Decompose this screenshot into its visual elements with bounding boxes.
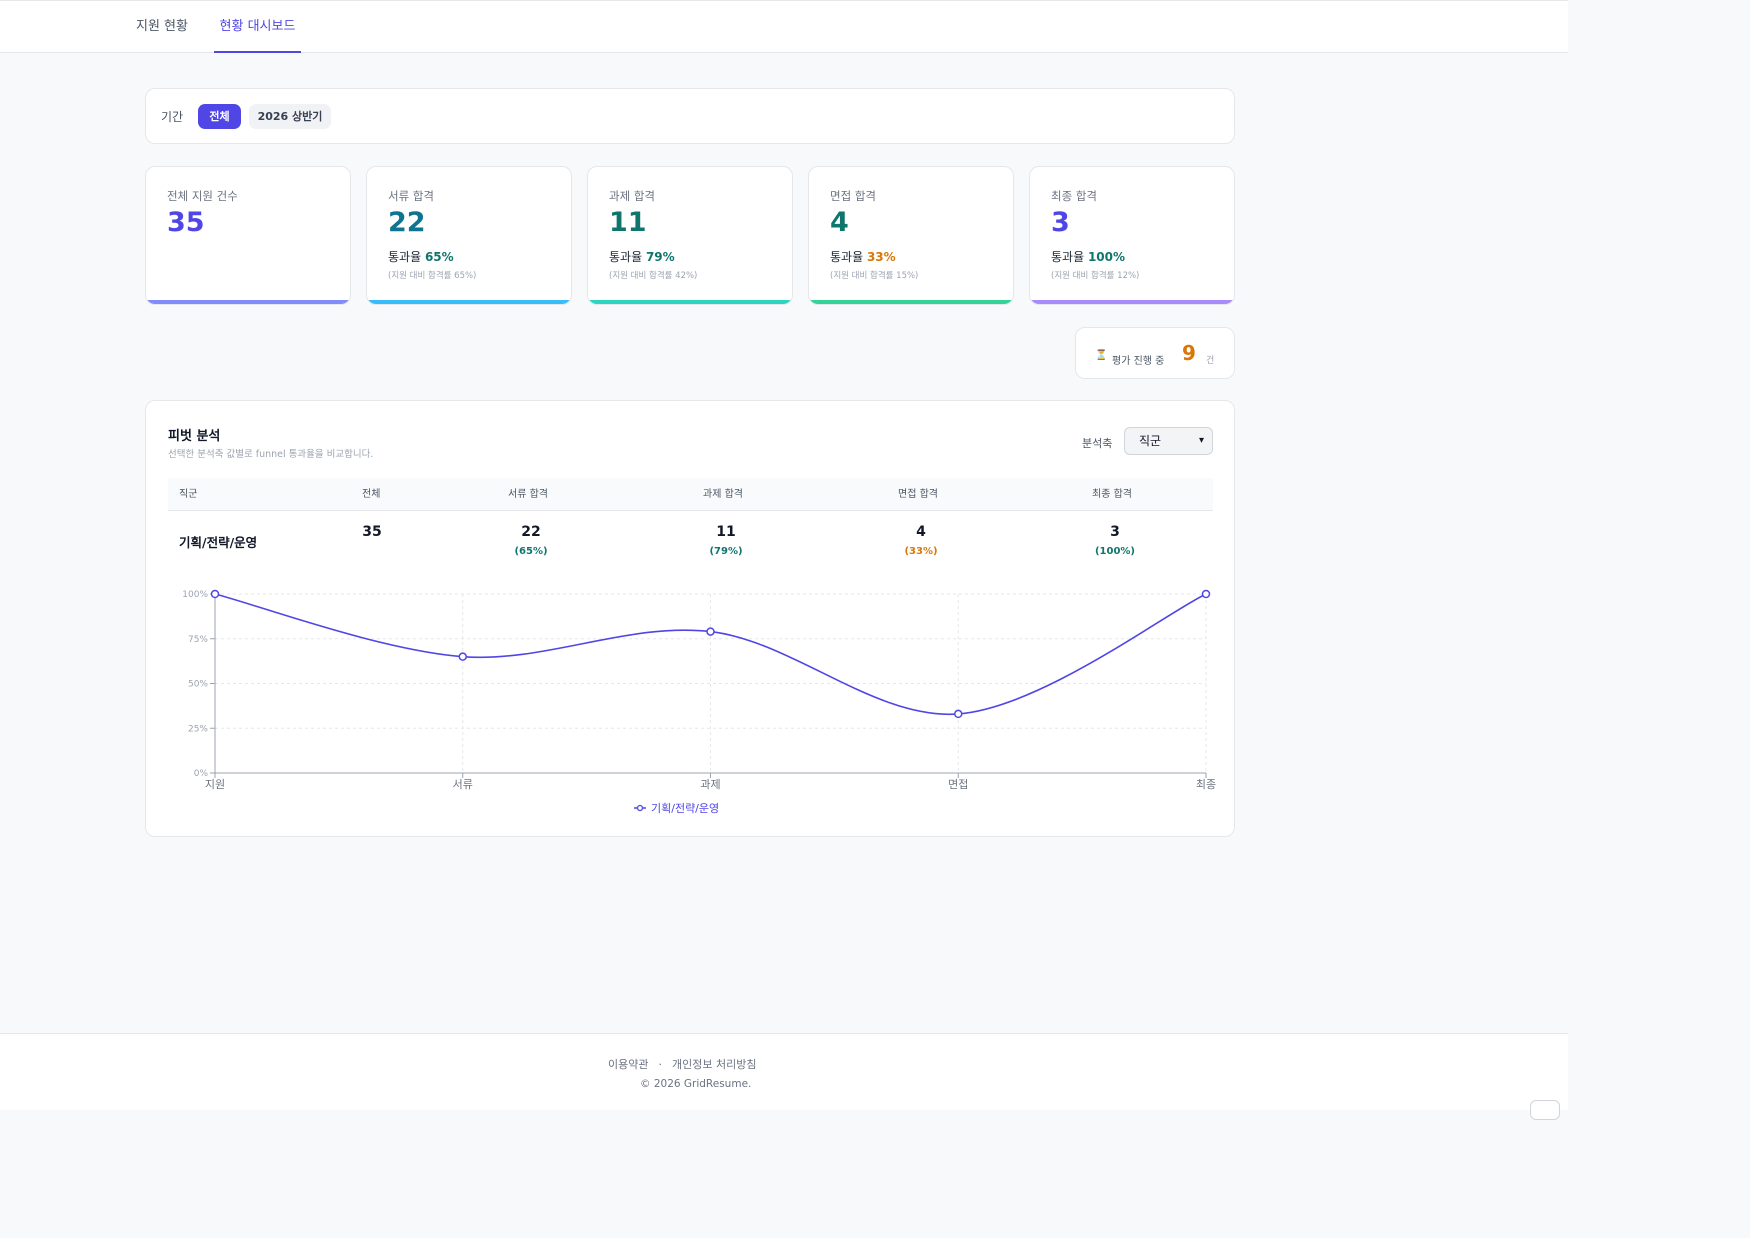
pivot-table-header: 직군 전체 서류 합격 과제 합격 면접 합격 최종 합격 [168, 478, 1213, 511]
analysis-axis-select[interactable]: 직군 ▾ [1124, 427, 1213, 455]
stat-accent-bar [367, 300, 571, 304]
stat-card-assignment: 과제 합격 11 통과율 79% (지원 대비 합격률 42%) [587, 166, 793, 305]
footer-links: 이용약관 · 개인정보 처리방침 [608, 1056, 756, 1072]
x-tick-label: 면접 [948, 778, 968, 791]
stat-pass-rate: 통과율 100% [1051, 248, 1125, 265]
footer: 이용약관 · 개인정보 처리방침 © 2026 GridResume. [0, 1033, 1568, 1110]
stat-accent-bar [588, 300, 792, 304]
stat-label: 최종 합격 [1051, 189, 1097, 203]
period-label: 기간 [161, 110, 184, 124]
hourglass-icon: ⏳ [1095, 350, 1108, 361]
analysis-axis-label: 분석축 [1082, 437, 1113, 450]
stat-note: (지원 대비 합격률 15%) [830, 271, 919, 281]
stat-label: 전체 지원 건수 [167, 189, 238, 203]
stat-note: (지원 대비 합격률 42%) [609, 271, 698, 281]
cell-final: 3 [1110, 524, 1120, 540]
y-tick-label: 0% [194, 769, 209, 779]
legend-label: 기획/전략/운영 [651, 802, 719, 815]
stat-accent-bar [1030, 300, 1234, 304]
stat-card-total: 전체 지원 건수 35 [145, 166, 351, 305]
pending-count: 9 [1182, 341, 1196, 365]
stat-value: 11 [609, 207, 647, 238]
data-point [1201, 589, 1211, 599]
pivot-subtitle: 선택한 분석축 값별로 funnel 통과율을 비교합니다. [168, 449, 374, 460]
stat-rate-label: 통과율 [830, 250, 864, 264]
pivot-title: 피벗 분석 [168, 429, 221, 444]
y-tick-label: 100% [182, 590, 208, 600]
cell-document-pct: (65%) [514, 546, 548, 557]
stat-pass-rate: 통과율 65% [388, 248, 454, 265]
cell-assignment: 11 [716, 524, 736, 540]
period-2026-h1-button[interactable]: 2026 상반기 [249, 104, 331, 129]
column-header-total: 전체 [362, 489, 381, 500]
tab-application-status[interactable]: 지원 현황 [136, 19, 188, 34]
x-tick-label: 최종 [1196, 778, 1216, 791]
footer-separator: · [658, 1058, 662, 1071]
column-header-assignment: 과제 합격 [703, 489, 743, 500]
stat-label: 면접 합격 [830, 189, 876, 203]
stat-value: 22 [388, 207, 426, 238]
privacy-policy-link[interactable]: 개인정보 처리방침 [671, 1058, 757, 1071]
stat-rate-value: 33% [866, 250, 896, 264]
stat-rate-value: 65% [424, 250, 454, 264]
pivot-analysis-panel: 피벗 분석 선택한 분석축 값별로 funnel 통과율을 비교합니다. 분석축… [145, 400, 1235, 837]
stat-rate-label: 통과율 [388, 250, 422, 264]
analysis-axis-value: 직군 [1139, 434, 1162, 448]
terms-link[interactable]: 이용약관 [608, 1058, 649, 1071]
cell-interview-pct: (33%) [904, 546, 938, 557]
stat-card-document: 서류 합격 22 통과율 65% (지원 대비 합격률 65%) [366, 166, 572, 305]
top-nav: 지원 현황 현황 대시보드 [0, 0, 1568, 53]
pending-label: 평가 진행 중 [1112, 356, 1165, 367]
data-point [458, 652, 467, 661]
column-header-final: 최종 합격 [1092, 489, 1132, 500]
tab-status-dashboard[interactable]: 현황 대시보드 [214, 1, 301, 53]
pending-evaluation-badge: ⏳ 평가 진행 중 9 건 [1075, 327, 1235, 379]
stat-note: (지원 대비 합격률 65%) [388, 271, 477, 281]
column-header-interview: 면접 합격 [898, 489, 938, 500]
scroll-top-button[interactable] [1530, 1100, 1560, 1120]
cell-document: 22 [521, 524, 541, 540]
y-tick-label: 50% [188, 680, 208, 690]
copyright: © 2026 GridResume. [640, 1078, 752, 1090]
x-tick-label: 서류 [453, 778, 473, 791]
y-tick-label: 25% [188, 724, 208, 734]
data-point [210, 589, 220, 599]
stat-rate-value: 79% [645, 250, 675, 264]
stat-rate-label: 통과율 [1051, 250, 1085, 264]
period-all-button[interactable]: 전체 [198, 104, 241, 129]
stat-pass-rate: 통과율 79% [609, 248, 675, 265]
stat-rate-value: 100% [1087, 250, 1126, 264]
data-point [954, 709, 963, 719]
x-tick-label: 지원 [205, 778, 225, 791]
stat-value: 4 [830, 207, 849, 238]
stat-accent-bar [809, 300, 1013, 304]
cell-assignment-pct: (79%) [709, 546, 743, 557]
stat-label: 과제 합격 [609, 189, 655, 203]
stat-value: 35 [167, 207, 205, 238]
stat-value: 3 [1051, 207, 1070, 238]
stat-pass-rate: 통과율 33% [830, 248, 896, 265]
stat-rate-label: 통과율 [609, 250, 643, 264]
y-tick-label: 75% [188, 635, 208, 645]
row-name: 기획/전략/운영 [179, 535, 258, 550]
data-point [706, 627, 715, 636]
cell-interview: 4 [916, 524, 926, 540]
stat-card-final: 최종 합격 3 통과율 100% (지원 대비 합격률 12%) [1029, 166, 1235, 305]
cell-final-pct: (100%) [1094, 546, 1136, 557]
x-tick-label: 과제 [700, 778, 720, 791]
chevron-down-icon: ▾ [1198, 435, 1204, 446]
stat-note: (지원 대비 합격률 12%) [1051, 271, 1140, 281]
column-header-job-group: 직군 [179, 489, 198, 500]
pending-unit: 건 [1206, 356, 1215, 366]
stat-card-interview: 면접 합격 4 통과율 33% (지원 대비 합격률 15%) [808, 166, 1014, 305]
stat-label: 서류 합격 [388, 189, 434, 203]
cell-total: 35 [362, 524, 382, 540]
period-filter: 기간 전체 2026 상반기 [145, 88, 1235, 144]
stat-accent-bar [146, 300, 350, 304]
column-header-document: 서류 합격 [508, 489, 548, 500]
legend-swatch-marker [636, 804, 644, 812]
